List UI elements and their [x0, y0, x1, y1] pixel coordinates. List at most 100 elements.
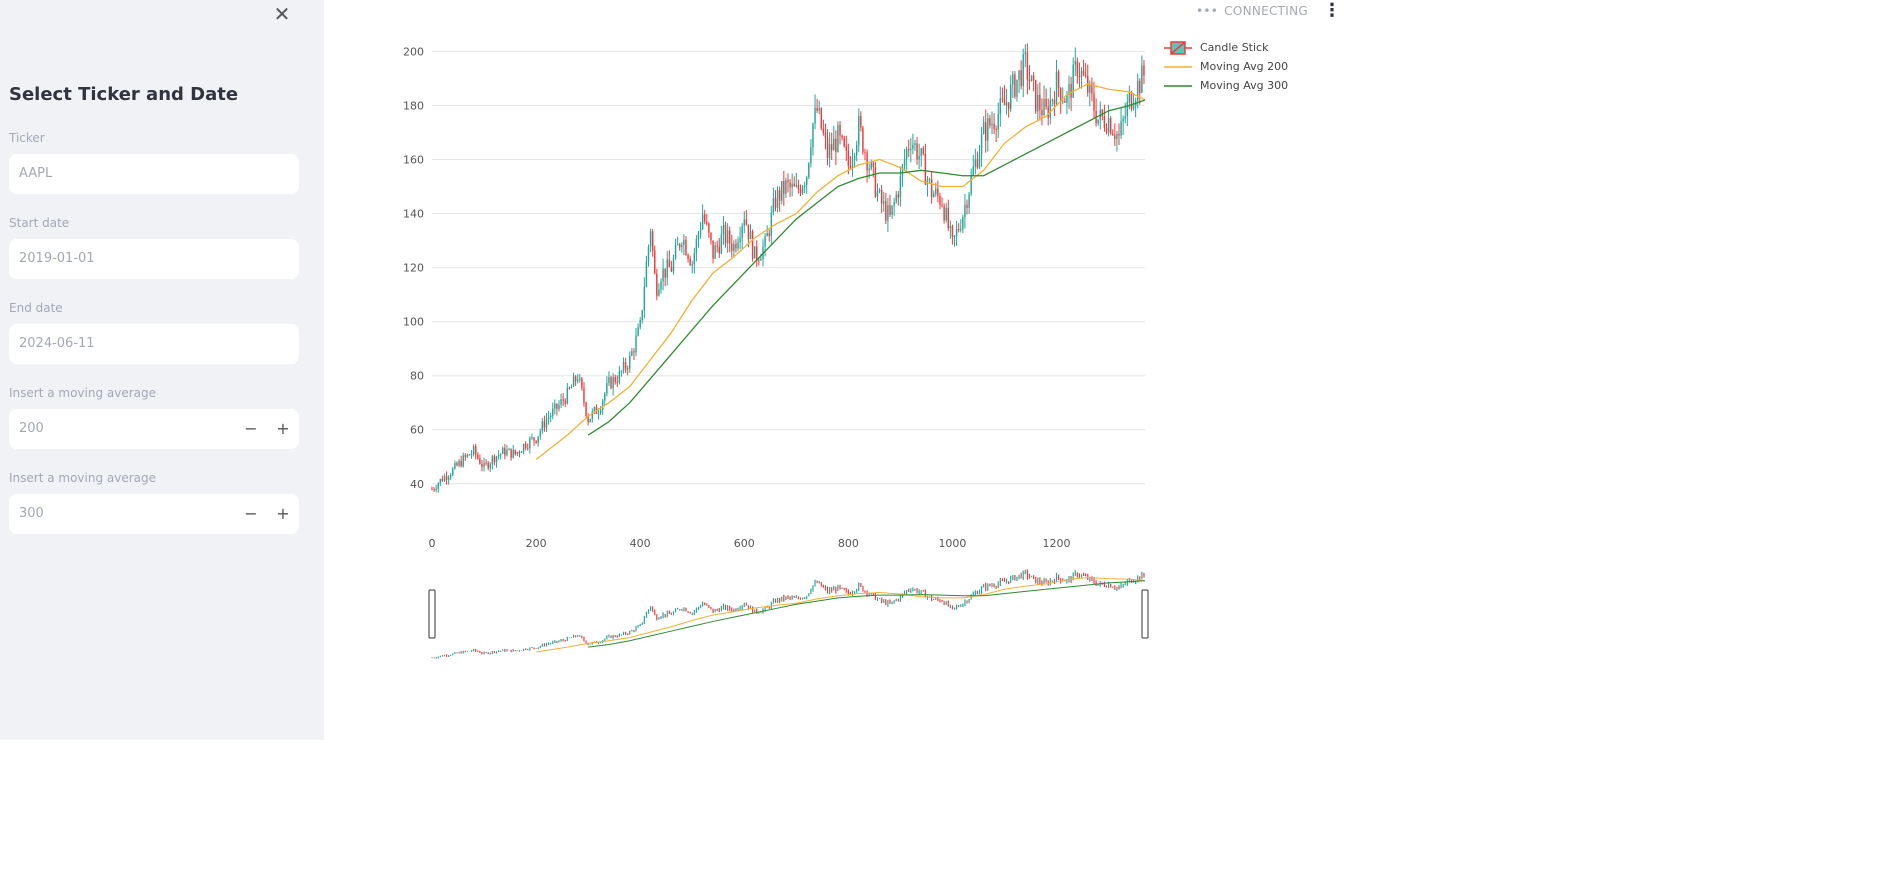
y-tick-label: 140 [403, 208, 424, 221]
moving-average-2-value[interactable]: 300 [19, 506, 44, 521]
rangeslider-right-handle[interactable] [1141, 589, 1149, 639]
candle-body [462, 455, 464, 467]
moving-average-2-increment-button[interactable]: + [276, 504, 290, 523]
candle-body [1070, 83, 1072, 98]
candle-body [753, 246, 756, 259]
candle-body [1078, 75, 1081, 78]
candle-body [656, 273, 658, 296]
candle-body [751, 231, 754, 259]
candle-body [1109, 118, 1112, 134]
candle-body [943, 205, 945, 221]
rangeslider-ma300-line [588, 580, 1146, 648]
candle-body [851, 159, 854, 168]
y-tick-label: 160 [403, 154, 424, 167]
candle-body [826, 137, 829, 158]
start-date-input[interactable]: 2019-01-01 [9, 239, 299, 279]
legend-label-ma300: Moving Avg 300 [1200, 79, 1289, 92]
ticker-input[interactable]: AAPL [9, 154, 299, 194]
candle-body [1091, 83, 1093, 94]
candle-body [660, 281, 662, 290]
candle-body [878, 189, 881, 192]
candle-body [760, 259, 762, 261]
y-tick-label: 40 [410, 478, 424, 491]
candle-body [672, 258, 675, 272]
candle-body [703, 214, 706, 222]
legend-item-ma200[interactable]: Moving Avg 200 [1164, 57, 1288, 76]
candle-body [712, 240, 714, 259]
candle-body [1007, 102, 1010, 110]
candle-body [976, 159, 979, 168]
candle-body [793, 183, 795, 187]
y-tick-label: 180 [403, 99, 424, 112]
candle-body [541, 421, 544, 432]
candle-body [1034, 80, 1037, 112]
candle-body [1068, 83, 1070, 95]
candle-body [770, 212, 773, 236]
candle-body [820, 108, 823, 129]
rangeslider-left-handle[interactable] [428, 589, 436, 639]
candle-body [1032, 75, 1035, 81]
main-menu-icon[interactable]: ⋮ [1323, 0, 1341, 21]
candle-body [812, 123, 814, 148]
candle-body [499, 453, 502, 456]
candle-body [966, 204, 968, 209]
candle-body [1018, 70, 1020, 80]
candle-body [731, 243, 733, 251]
moving-average-1-input[interactable]: 200 − + [9, 409, 299, 449]
candle-body [1028, 79, 1031, 82]
candle-body [1066, 94, 1068, 103]
candle-body [549, 415, 552, 418]
candle-body [1012, 74, 1014, 85]
candle-body [974, 159, 977, 167]
candle-body [622, 362, 625, 372]
candle-body [1080, 70, 1083, 78]
candle-body [776, 190, 779, 208]
moving-average-1-value[interactable]: 200 [19, 421, 44, 436]
candle-body [610, 377, 612, 389]
candle-body [862, 127, 864, 153]
candle-body [604, 393, 606, 401]
candle-body [606, 383, 608, 394]
candle-body [1132, 105, 1135, 109]
candle-body [435, 488, 437, 490]
candle-body [1024, 52, 1027, 55]
candle-body [893, 201, 895, 206]
candle-body [930, 179, 933, 198]
candle-body [699, 228, 702, 234]
moving-average-2-decrement-button[interactable]: − [244, 504, 258, 523]
y-tick-label: 200 [403, 45, 424, 58]
candle-body [895, 194, 897, 202]
candle-body [560, 399, 562, 405]
candle-body [1120, 121, 1122, 136]
candle-body [724, 224, 727, 244]
candle-body [1124, 116, 1126, 119]
close-sidebar-icon[interactable]: ✕ [273, 2, 291, 26]
end-date-input[interactable]: 2024-06-11 [9, 324, 299, 364]
moving-average-2-input[interactable]: 300 − + [9, 494, 299, 534]
candle-body [841, 135, 843, 138]
candle-body [674, 245, 677, 259]
candle-body [714, 245, 716, 259]
candle-body [472, 446, 475, 454]
candle-body [564, 400, 566, 404]
moving-average-1-label: Insert a moving average [9, 386, 157, 400]
sidebar: ✕ Select Ticker and Date Ticker AAPL Sta… [0, 0, 324, 740]
legend-item-candle-stick[interactable]: Candle Stick [1164, 38, 1288, 57]
candle-body [1128, 92, 1131, 102]
candle-body [589, 418, 591, 423]
candle-body [626, 368, 629, 370]
moving-average-1-increment-button[interactable]: + [276, 419, 290, 438]
candle-body [1047, 106, 1049, 118]
ma200-line [535, 83, 1146, 460]
y-tick-label: 100 [403, 316, 424, 329]
candle-stick-swatch-icon [1164, 40, 1192, 55]
legend-item-ma300[interactable]: Moving Avg 300 [1164, 76, 1288, 95]
candle-body [872, 162, 875, 168]
candle-body [574, 376, 577, 382]
candle-body [955, 229, 958, 236]
candle-body [518, 452, 521, 454]
status-text: CONNECTING [1224, 4, 1309, 18]
moving-average-1-decrement-button[interactable]: − [244, 419, 258, 438]
candle-body [741, 225, 743, 238]
